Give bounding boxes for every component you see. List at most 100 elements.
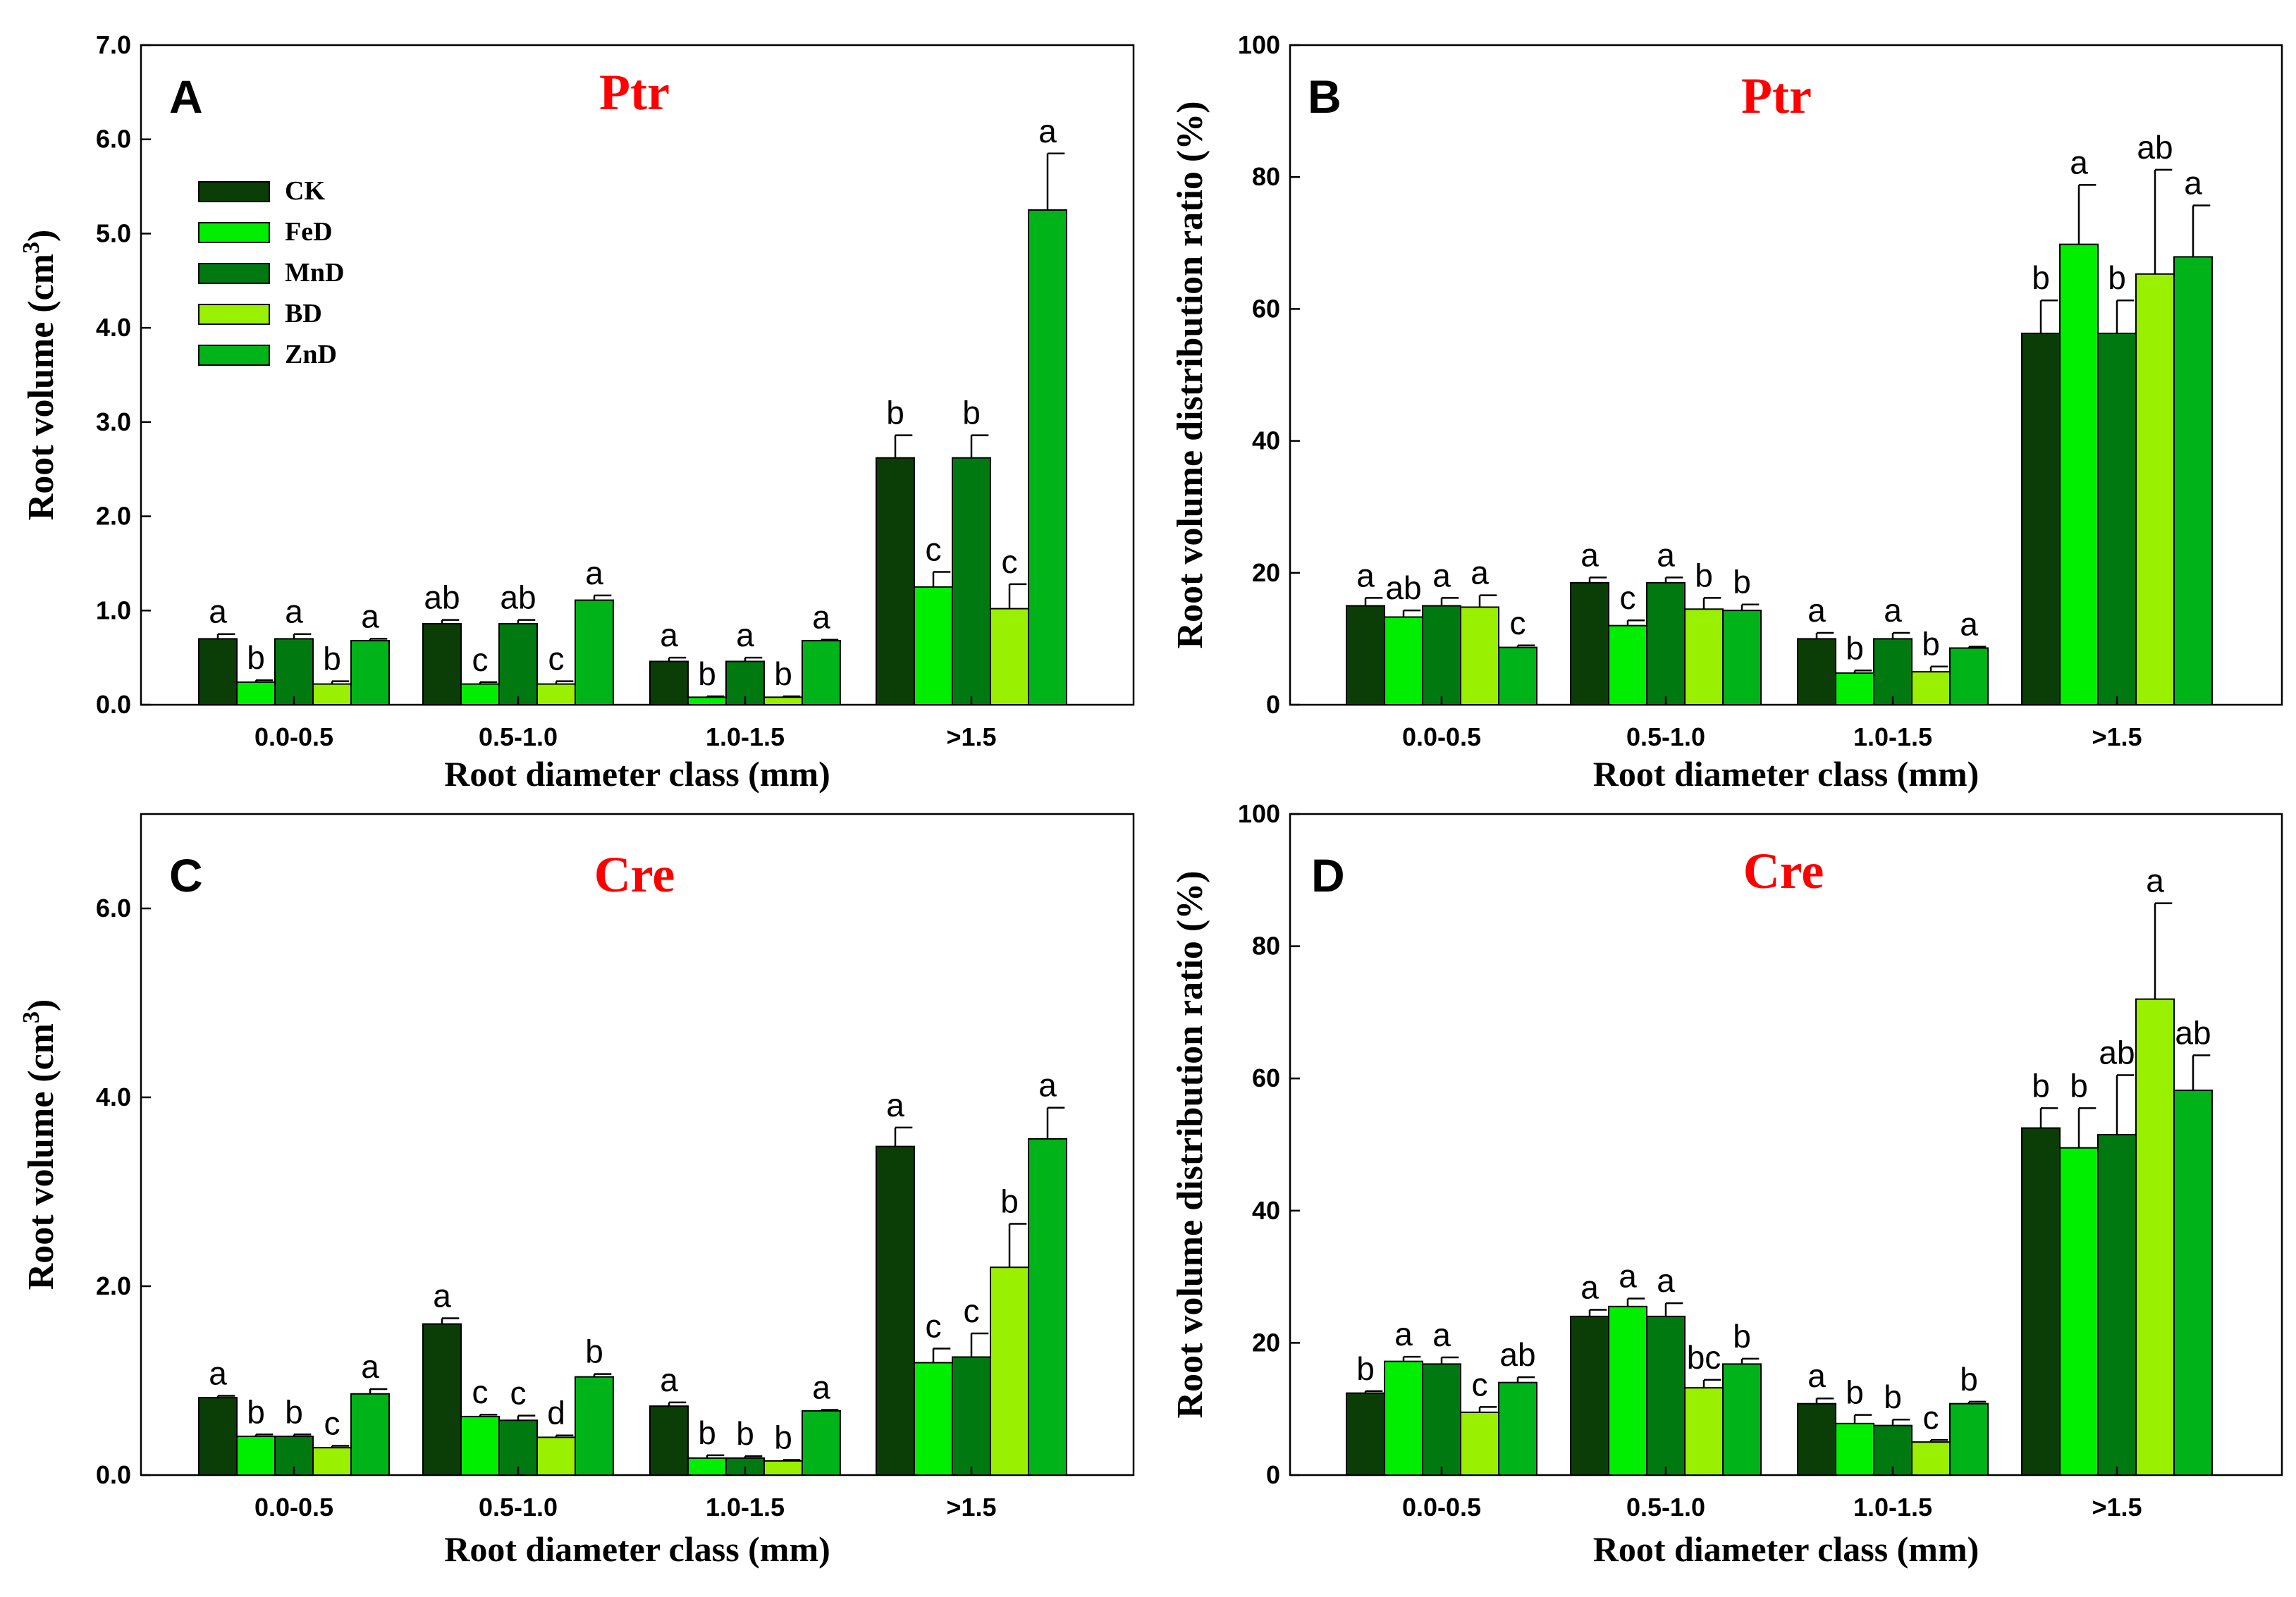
bar-CK <box>198 1397 238 1476</box>
significance-letter: b <box>1846 629 1864 666</box>
significance-letter: b <box>1884 1379 1902 1415</box>
significance-letter: b <box>1000 1183 1019 1220</box>
significance-letter: c <box>926 1307 942 1344</box>
significance-letter: b <box>323 641 341 677</box>
bar-BD <box>536 1436 576 1476</box>
bar-FeD <box>1384 616 1423 706</box>
significance-letter: a <box>433 1278 451 1314</box>
y-tick-label: 20 <box>1252 558 1280 587</box>
significance-letter: b <box>774 655 792 692</box>
significance-letter: a <box>660 617 678 653</box>
x-tick-label: >1.5 <box>2092 1493 2142 1522</box>
legend-label: BD <box>285 299 322 328</box>
bar-MnD <box>1873 638 1913 706</box>
y-axis-label: Root volume (cm3) <box>18 999 61 1290</box>
bar-ZnD <box>802 1410 841 1476</box>
bar-CK <box>1346 605 1385 705</box>
bar-MnD <box>1422 605 1461 705</box>
significance-letter: c <box>1472 1366 1488 1402</box>
bar-BD <box>536 683 576 706</box>
significance-letter: c <box>472 1374 489 1410</box>
significance-letter: a <box>2146 863 2164 899</box>
significance-letter: bc <box>1687 1339 1721 1376</box>
x-axis-label: Root diameter class (mm) <box>1593 754 1979 794</box>
bar-ZnD <box>1722 1363 1762 1476</box>
x-tick-label: 0.5-1.0 <box>479 1493 558 1522</box>
panel-label: B <box>1308 70 1342 123</box>
bar-CK <box>2021 1127 2061 1476</box>
plot-frame <box>1289 813 2283 1476</box>
bar-FeD <box>1608 1305 1647 1476</box>
bar-ZnD <box>802 640 841 705</box>
significance-letter: c <box>510 1375 527 1412</box>
legend-swatch-CK <box>198 181 270 202</box>
significance-letter: b <box>1846 1374 1864 1411</box>
y-axis-label: Root volume distribution ratio (%) <box>1170 101 1210 648</box>
panel-label: A <box>169 70 203 123</box>
plot-frame <box>140 813 1135 1476</box>
significance-letter: b <box>2108 259 2126 296</box>
bar-FeD <box>2059 1147 2099 1476</box>
bar-CK <box>1570 1315 1609 1476</box>
significance-letter: a <box>886 1087 904 1123</box>
y-tick-label: 20 <box>1252 1328 1280 1357</box>
significance-letter: b <box>962 395 981 431</box>
significance-letter: c <box>324 1405 340 1441</box>
significance-letter: b <box>247 639 265 676</box>
y-tick-label: 5.0 <box>96 218 131 247</box>
bar-MnD <box>1646 581 1686 706</box>
y-tick-label: 80 <box>1252 932 1280 961</box>
significance-letter: a <box>1807 592 1826 629</box>
bar-FeD <box>687 696 727 705</box>
significance-letter: a <box>1471 555 1489 591</box>
legend-swatch-BD <box>198 304 270 325</box>
significance-letter: a <box>209 593 227 630</box>
y-tick-label: 60 <box>1252 294 1280 323</box>
bar-ZnD <box>1722 610 1762 705</box>
x-tick-label: >1.5 <box>946 722 996 751</box>
significance-letter: a <box>1432 557 1451 593</box>
x-tick-label: >1.5 <box>2092 722 2142 751</box>
significance-letter: b <box>698 655 716 692</box>
significance-letter: a <box>2184 164 2202 201</box>
y-tick-label: 0.0 <box>96 1460 131 1489</box>
bar-BD <box>1460 1411 1499 1476</box>
significance-letter: b <box>2032 259 2050 296</box>
significance-letter: ab <box>1385 569 1421 606</box>
significance-letter: a <box>812 1369 830 1406</box>
y-tick-label: 40 <box>1252 426 1280 455</box>
y-tick-label: 4.0 <box>96 1083 131 1111</box>
significance-letter: a <box>812 599 830 636</box>
bar-FeD <box>1835 672 1874 706</box>
bar-FeD <box>236 681 276 705</box>
bar-FeD <box>2059 243 2099 705</box>
significance-letter: ab <box>424 579 460 616</box>
significance-letter: b <box>2032 1067 2050 1104</box>
significance-letter: b <box>1922 626 1940 662</box>
x-tick-label: 0.0-0.5 <box>1402 722 1481 751</box>
legend-label: FeD <box>285 217 333 247</box>
significance-letter: c <box>1923 1399 1939 1436</box>
legend-label: CK <box>285 176 325 206</box>
y-tick-label: 100 <box>1238 30 1280 59</box>
bar-BD <box>1911 1441 1951 1476</box>
bar-ZnD <box>2173 1090 2213 1476</box>
bar-FeD <box>460 1415 500 1476</box>
y-tick-label: 0.0 <box>96 690 131 719</box>
significance-letter: a <box>1657 1262 1675 1299</box>
y-tick-label: 60 <box>1252 1063 1280 1092</box>
significance-letter: b <box>247 1393 265 1430</box>
bar-CK <box>876 1145 915 1476</box>
y-tick-label: 0 <box>1266 1460 1280 1489</box>
bar-BD <box>990 1266 1029 1476</box>
bar-FeD <box>914 1362 953 1476</box>
significance-letter: ab <box>500 579 536 616</box>
bar-BD <box>1911 671 1951 706</box>
x-tick-label: 0.0-0.5 <box>254 1493 333 1522</box>
significance-letter: d <box>547 1395 565 1431</box>
bar-MnD <box>2097 1133 2137 1476</box>
legend-swatch-MnD <box>198 263 270 284</box>
bar-CK <box>198 638 238 706</box>
x-tick-label: 1.0-1.5 <box>706 1493 785 1522</box>
